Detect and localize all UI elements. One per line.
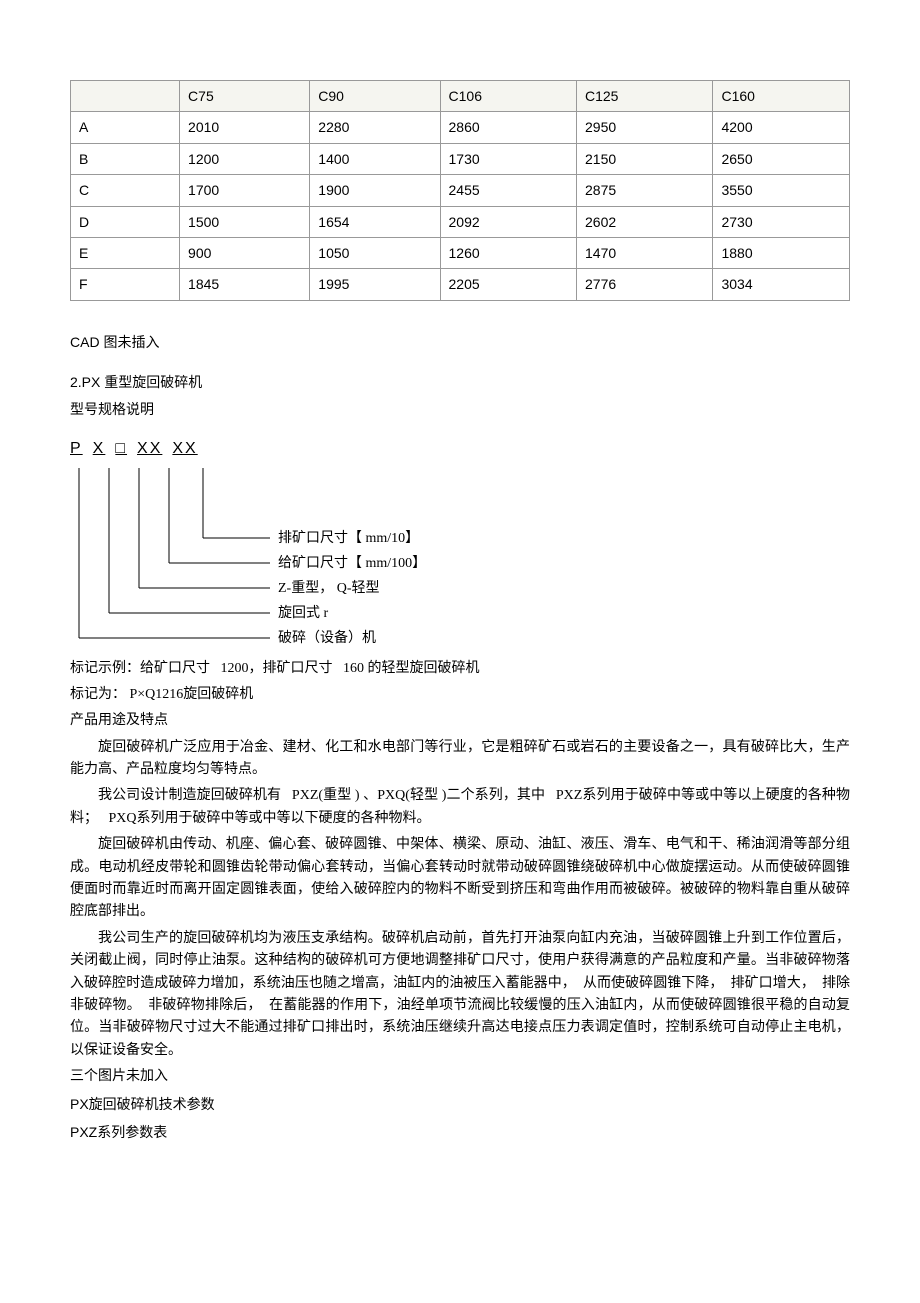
table-cell: 1470 [577, 237, 713, 268]
table-cell: 2650 [713, 143, 850, 174]
table-row: E9001050126014701880 [71, 237, 850, 268]
table-cell: 2205 [440, 269, 576, 300]
th-blank [71, 81, 180, 112]
table-cell: 2455 [440, 175, 576, 206]
table-cell: 2280 [310, 112, 440, 143]
code-p: P [70, 440, 83, 457]
table-cell: 1880 [713, 237, 850, 268]
tech-title: PX旋回破碎机技术参数 [70, 1093, 850, 1117]
table-cell: F [71, 269, 180, 300]
table-cell: 1654 [310, 206, 440, 237]
subtitle: 产品用途及特点 [70, 710, 850, 732]
model-bracket-diagram: 排矿口尺寸【 mm/10】 给矿口尺寸【 mm/100】 Z-重型， Q-轻型 … [70, 468, 850, 648]
diag-line-4: 旋回式 r [278, 603, 328, 625]
p2b: PXZ(重型 ) 、PXQ(轻型 )二个系列，其中 [292, 788, 545, 803]
dimensions-table: C75 C90 C106 C125 C160 A2010228028602950… [70, 80, 850, 301]
table-cell: 1400 [310, 143, 440, 174]
p2d: PXQ系列用于破碎中等或中等以下硬度的各种物料。 [109, 811, 431, 826]
table-cell: 1200 [180, 143, 310, 174]
code-box: □ [115, 440, 127, 457]
p2a: 我公司设计制造旋回破碎机有 [98, 788, 281, 803]
th-c106: C106 [440, 81, 576, 112]
example-line-2: 标记为： P×Q1216旋回破碎机 [70, 684, 850, 706]
code-xx2: XX [172, 440, 197, 457]
spec-label: 型号规格说明 [70, 400, 850, 422]
p4b: 从而使破碎圆锥下降， [583, 976, 724, 991]
table-cell: 1995 [310, 269, 440, 300]
table-cell: 1845 [180, 269, 310, 300]
table-cell: 1700 [180, 175, 310, 206]
table-row: D15001654209226022730 [71, 206, 850, 237]
table-cell: 2875 [577, 175, 713, 206]
table-cell: 1730 [440, 143, 576, 174]
ex1c: 160 的轻型旋回破碎机 [343, 661, 480, 676]
table-cell: B [71, 143, 180, 174]
table-header-row: C75 C90 C106 C125 C160 [71, 81, 850, 112]
table-cell: D [71, 206, 180, 237]
table-row: B12001400173021502650 [71, 143, 850, 174]
table-row: A20102280286029504200 [71, 112, 850, 143]
table-cell: 2150 [577, 143, 713, 174]
pxz-title-text: PXZ系列参数表 [70, 1124, 167, 1140]
cad-note: CAD 图未插入 [70, 331, 850, 353]
th-c90: C90 [310, 81, 440, 112]
table-row: F18451995220527763034 [71, 269, 850, 300]
table-cell: E [71, 237, 180, 268]
th-c75: C75 [180, 81, 310, 112]
paragraph-2: 我公司设计制造旋回破碎机有 PXZ(重型 ) 、PXQ(轻型 )二个系列，其中 … [70, 785, 850, 830]
table-row: C17001900245528753550 [71, 175, 850, 206]
diag-line-1: 排矿口尺寸【 mm/10】 [278, 528, 419, 550]
table-cell: 2602 [577, 206, 713, 237]
tech-title-text: PX旋回破碎机技术参数 [70, 1096, 215, 1112]
section2-title: 2.PX 重型旋回破碎机 [70, 371, 850, 395]
table-cell: 2010 [180, 112, 310, 143]
section2-title-text: 2.PX 重型旋回破碎机 [70, 374, 202, 390]
table-cell: A [71, 112, 180, 143]
example-line-1: 标记示例：给矿口尺寸 1200，排矿口尺寸 160 的轻型旋回破碎机 [70, 658, 850, 680]
table-cell: 3034 [713, 269, 850, 300]
table-cell: C [71, 175, 180, 206]
code-xx1: XX [137, 440, 162, 457]
diag-line-2: 给矿口尺寸【 mm/100】 [278, 553, 426, 575]
diag-line-5: 破碎（设备）机 [278, 628, 376, 650]
paragraph-4: 我公司生产的旋回破碎机均为液压支承结构。破碎机启动前，首先打开油泵向缸内充油，当… [70, 928, 850, 1062]
table-cell: 3550 [713, 175, 850, 206]
th-c160: C160 [713, 81, 850, 112]
table-cell: 1900 [310, 175, 440, 206]
model-code-line: PX □ XX XX [70, 436, 850, 462]
pxz-title: PXZ系列参数表 [70, 1121, 850, 1145]
ex1b: 1200，排矿口尺寸 [221, 661, 333, 676]
table-cell: 2950 [577, 112, 713, 143]
table-cell: 2730 [713, 206, 850, 237]
table-cell: 900 [180, 237, 310, 268]
table-cell: 4200 [713, 112, 850, 143]
table-cell: 1050 [310, 237, 440, 268]
code-x: X [93, 440, 106, 457]
table-cell: 2860 [440, 112, 576, 143]
p4c: 排矿口增大， [731, 976, 815, 991]
table-cell: 2776 [577, 269, 713, 300]
ex1a: 标记示例：给矿口尺寸 [70, 661, 210, 676]
table-cell: 1500 [180, 206, 310, 237]
p4e: 非破碎物排除后， [148, 998, 261, 1013]
paragraph-1: 旋回破碎机广泛应用于冶金、建材、化工和水电部门等行业，它是粗碎矿石或岩石的主要设… [70, 737, 850, 782]
table-cell: 1260 [440, 237, 576, 268]
table-cell: 2092 [440, 206, 576, 237]
diag-line-3: Z-重型， Q-轻型 [278, 578, 380, 600]
th-c125: C125 [577, 81, 713, 112]
img-note: 三个图片未加入 [70, 1066, 850, 1088]
paragraph-3: 旋回破碎机由传动、机座、偏心套、破碎圆锥、中架体、横梁、原动、油缸、液压、滑车、… [70, 834, 850, 924]
